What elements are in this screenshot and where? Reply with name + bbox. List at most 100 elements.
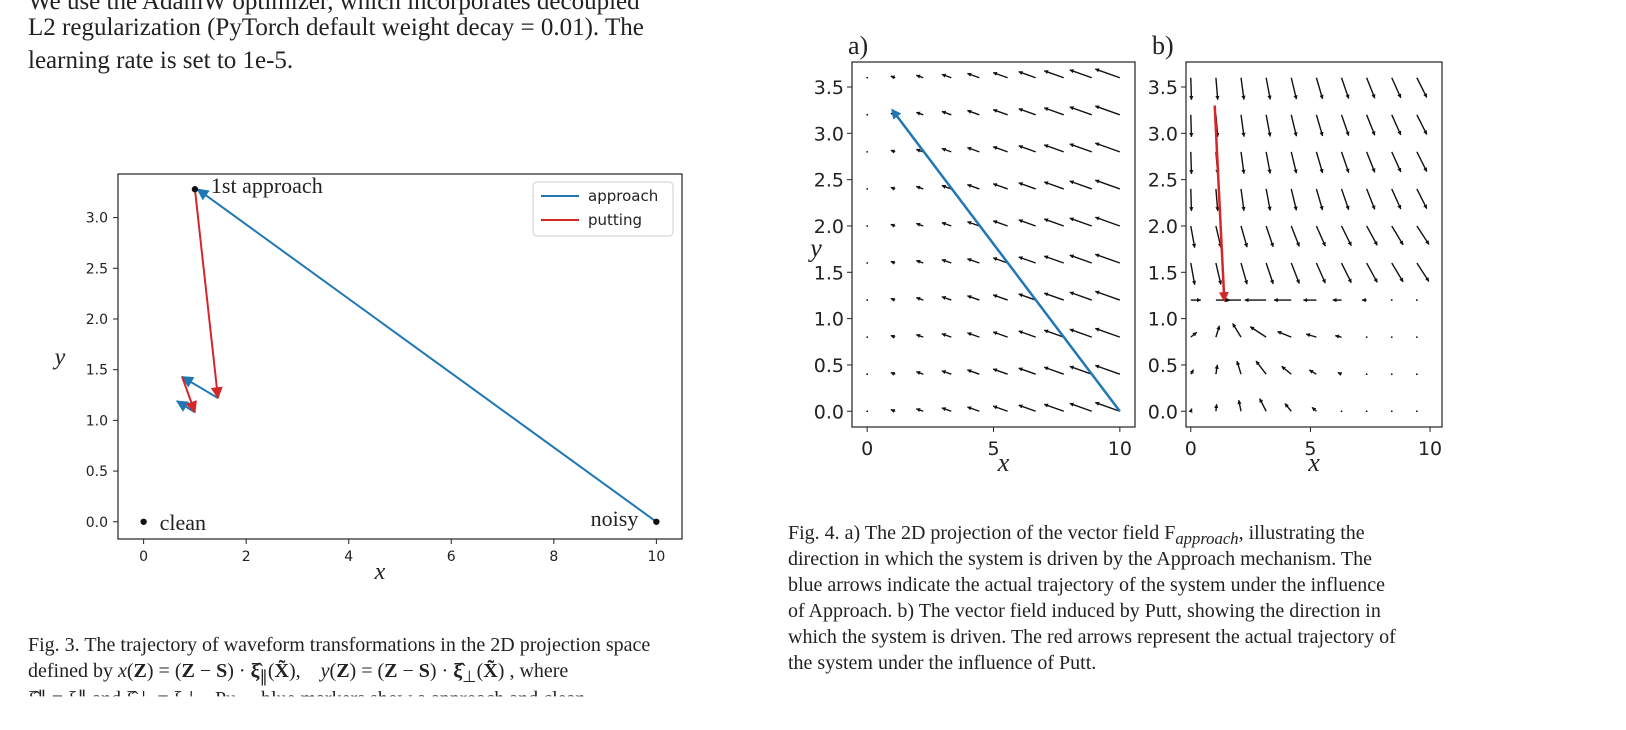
fig3-point-label: clean [160,510,206,535]
fig4a-field-arrow [967,406,980,412]
body-text-line-2: learning rate is set to 1e-5. [28,47,294,74]
fig4a-field-arrow [1069,217,1093,227]
fig4b-field-arrow [1214,403,1219,412]
fig4b-xlabel: x [1307,448,1320,477]
fig3-series-putting-segment [181,376,197,414]
fig4a-field-arrow [941,407,952,412]
fig4b-field-dot [1365,410,1368,413]
fig3-legend-label: putting [588,211,642,229]
fig4a-field-arrow [915,408,924,413]
fig4b-field-arrow [1340,225,1352,247]
fig3-ytick-label: 0.5 [86,464,108,480]
fig4b-field-arrow [1315,262,1326,284]
fig4b-field-arrow [1188,408,1193,413]
fig4a-field-arrow [992,220,1008,227]
fig4b-field-arrow [1416,151,1428,172]
fig4a-field-arrow [1094,253,1121,264]
fig4b-field-dot [1415,410,1418,413]
fig4b-field-arrow [1391,77,1402,99]
fig4a-field-arrow [1069,143,1093,153]
fig4a-field-arrow [890,223,896,228]
fig4a-field-arrow [941,184,952,190]
fig4b-field-arrow [1340,151,1350,174]
fig4b-field-arrow [1391,225,1404,246]
fig4a-field-arrow [1094,290,1121,301]
fig4b-field-arrow [1366,262,1378,283]
fig4a-field-dot [866,188,869,190]
fig3-ytick-label: 2.5 [86,261,108,277]
fig4b-field-arrow [1290,114,1298,137]
fig4b-xtick-label: 0 [1185,438,1197,460]
fig4b-field-arrow [1240,151,1246,175]
fig4b-field-arrow [1265,225,1274,248]
fig4a-ytick-label: 0.0 [814,401,844,423]
fig4b-field-dot [1390,299,1393,301]
fig4a-field-arrow [967,295,980,301]
fig4a-field-arrow [941,370,952,375]
fig3-xtick-label: 0 [139,549,148,565]
fig4a-field-arrow [1094,105,1121,116]
fig3-ytick-label: 1.0 [86,413,108,429]
fig4a-field-arrow [1094,216,1121,227]
fig4a-ytick-label: 3.5 [814,77,844,99]
fig4a-trajectory-arrow [891,108,1121,413]
fig4a-field-arrow [915,185,924,190]
fig4a-field-arrow [941,73,952,79]
fig4-caption-line-5: which the system is driven. The red arro… [788,626,1396,648]
fig3-caption-line-3: ξ̂∥ = ξ∥ and ξ̂⊥ = ξ⊥ . Pu ... blue mark… [28,688,586,710]
fig4b-field-arrow [1240,188,1246,212]
fig4a-field-arrow [915,296,924,301]
fig3-caption-line-1: Fig. 3. The trajectory of waveform trans… [28,634,651,656]
fig4a-field-arrow [890,371,896,376]
fig4a-ytick-label: 0.5 [814,355,844,377]
fig3-xtick-label: 8 [549,549,558,565]
fig4b-axes-frame [1185,61,1443,428]
fig4a-ytick-label: 1.5 [814,262,844,284]
fig4a-field-arrow [1043,366,1064,375]
fig4a-field-arrow [992,146,1008,153]
fig4a-field-arrow [1018,182,1036,190]
fig4b-field-arrow [1255,360,1267,375]
fig4b-field-arrow [1265,188,1272,211]
fig3-axes-frame [117,173,683,540]
fig4-caption-line-1-tail: , illustrating the [1238,522,1365,544]
fig3-legend-label: approach [588,187,658,205]
fig4b-field-arrow [1215,188,1220,212]
fig4a-xtick-label: 0 [861,438,873,460]
fig4b-field-arrow [1215,225,1223,248]
fig4a-field-arrow [915,333,924,338]
fig4a-field-dot [866,410,869,413]
fig4a-field-dot [866,336,869,339]
fig3-xtick-label: 2 [242,549,251,565]
fig4a-xtick-label: 5 [987,438,999,460]
fig4a-field-arrow [941,221,952,227]
fig4a-field-arrow [1069,69,1093,79]
fig4b-field-arrow [1416,114,1428,135]
fig4b-field-dot [1390,336,1393,339]
fig3-series-approach-segment [181,375,219,399]
fig4a-field-arrow [1018,108,1036,116]
fig4b-ytick-label: 3.5 [1148,77,1178,99]
fig4b-field-arrow [1308,369,1317,375]
fig4b-field-arrow [1190,225,1197,249]
fig4b-field-arrow [1290,225,1300,247]
fig4-caption-subscript: approach [1175,529,1239,548]
fig4a-ytick-label: 2.0 [814,216,844,238]
fig4a-ytick-label: 2.5 [814,170,844,192]
fig4a-field-arrow [1018,367,1036,375]
fig4b-field-arrow [1315,151,1324,174]
fig4a-field-arrow [1069,254,1093,264]
fig4-caption-line-2: direction in which the system is driven … [788,548,1372,570]
fig4a-field-dot [866,299,869,301]
fig4b-field-arrow [1265,262,1274,285]
fig4b-field-arrow [1277,330,1292,338]
fig3-ytick-label: 3.0 [86,211,108,227]
fig3-xtick-label: 10 [647,549,665,565]
fig4b-field-arrow [1259,398,1267,412]
fig4b-xtick-label: 5 [1304,438,1316,460]
fig4b-field-arrow [1265,77,1272,100]
fig4a-field-dot [866,225,869,227]
fig4a-field-arrow [1069,291,1093,301]
fig4b-field-arrow [1189,77,1194,101]
fig4b-field-arrow [1416,225,1430,245]
